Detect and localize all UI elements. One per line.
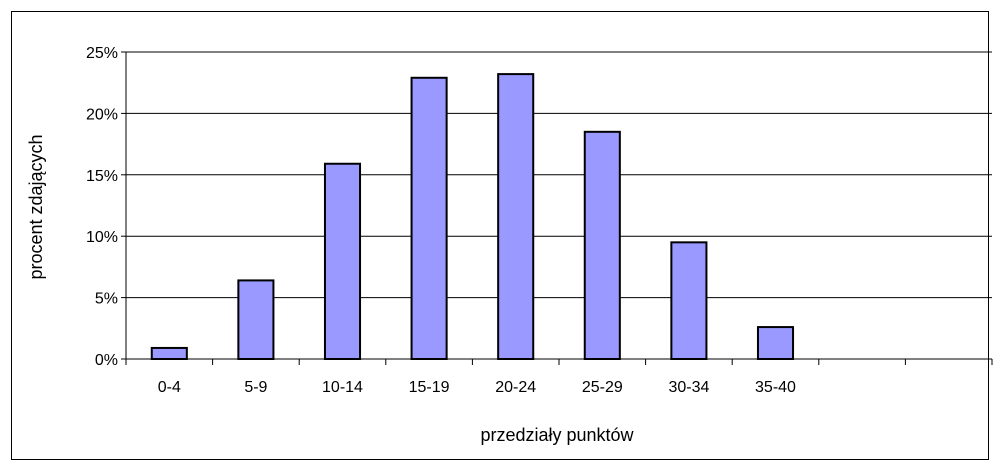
y-tick-labels: 0% 5% 10% 15% 20% 25%: [86, 45, 118, 369]
axes: [121, 51, 993, 365]
x-axis-title: przedziały punktów: [480, 425, 634, 445]
bar-10-14: [323, 162, 362, 360]
y-tick-label: 20%: [86, 106, 118, 123]
y-tick-label: 5%: [95, 291, 118, 308]
bar-25-29: [583, 130, 621, 360]
y-tick-label: 10%: [86, 229, 118, 246]
bar-0-4: [150, 346, 188, 360]
bar-5-9: [237, 279, 275, 360]
y-axis-title: procent zdających: [26, 134, 46, 279]
bar-35-40: [756, 326, 795, 360]
y-tick-label: 25%: [86, 45, 118, 62]
bars: [150, 73, 795, 361]
x-tick-label: 35-40: [755, 379, 796, 396]
y-tick-label: 0%: [95, 352, 118, 369]
y-tick-label: 15%: [86, 168, 118, 185]
gridlines: [126, 51, 992, 299]
x-tick-labels: 0-4 5-9 10-14 15-19 20-24 25-29 30-34 35-40: [158, 379, 796, 396]
x-tick-label: 5-9: [244, 379, 267, 396]
bar-20-24: [497, 73, 535, 360]
x-tick-label: 10-14: [322, 379, 363, 396]
x-tick-label: 25-29: [582, 379, 623, 396]
x-tick-label: 30-34: [668, 379, 709, 396]
bar-15-19: [410, 76, 448, 361]
x-tick-label: 20-24: [495, 379, 536, 396]
x-tick-label: 0-4: [158, 379, 181, 396]
x-tick-label: 15-19: [409, 379, 450, 396]
bar-30-34: [670, 241, 708, 360]
